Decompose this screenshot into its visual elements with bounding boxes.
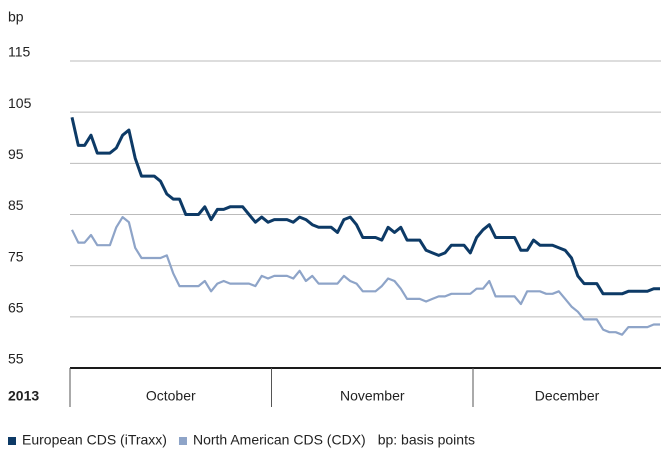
y-unit: bp (8, 9, 24, 25)
y-tick-label: 85 (8, 197, 24, 213)
y-tick-label: 115 (8, 44, 31, 60)
y-tick-label: 55 (8, 351, 24, 367)
series-line (70, 116, 660, 296)
legend-label: European CDS (iTraxx) (22, 432, 167, 448)
x-tick-label: October (146, 388, 196, 404)
legend-note: bp: basis points (378, 432, 475, 448)
x-tick-label: December (535, 388, 600, 404)
y-tick-label: 105 (8, 95, 32, 111)
y-tick-label: 95 (8, 146, 24, 162)
y-tick-label: 75 (8, 248, 24, 264)
legend-label: North American CDS (CDX) (193, 432, 366, 448)
x-tick-label: November (340, 388, 405, 404)
y-tick-label: 65 (8, 300, 24, 316)
series-line (71, 216, 660, 336)
legend-swatch (8, 437, 16, 445)
legend-swatch (178, 437, 187, 445)
year-label: 2013 (8, 388, 39, 404)
